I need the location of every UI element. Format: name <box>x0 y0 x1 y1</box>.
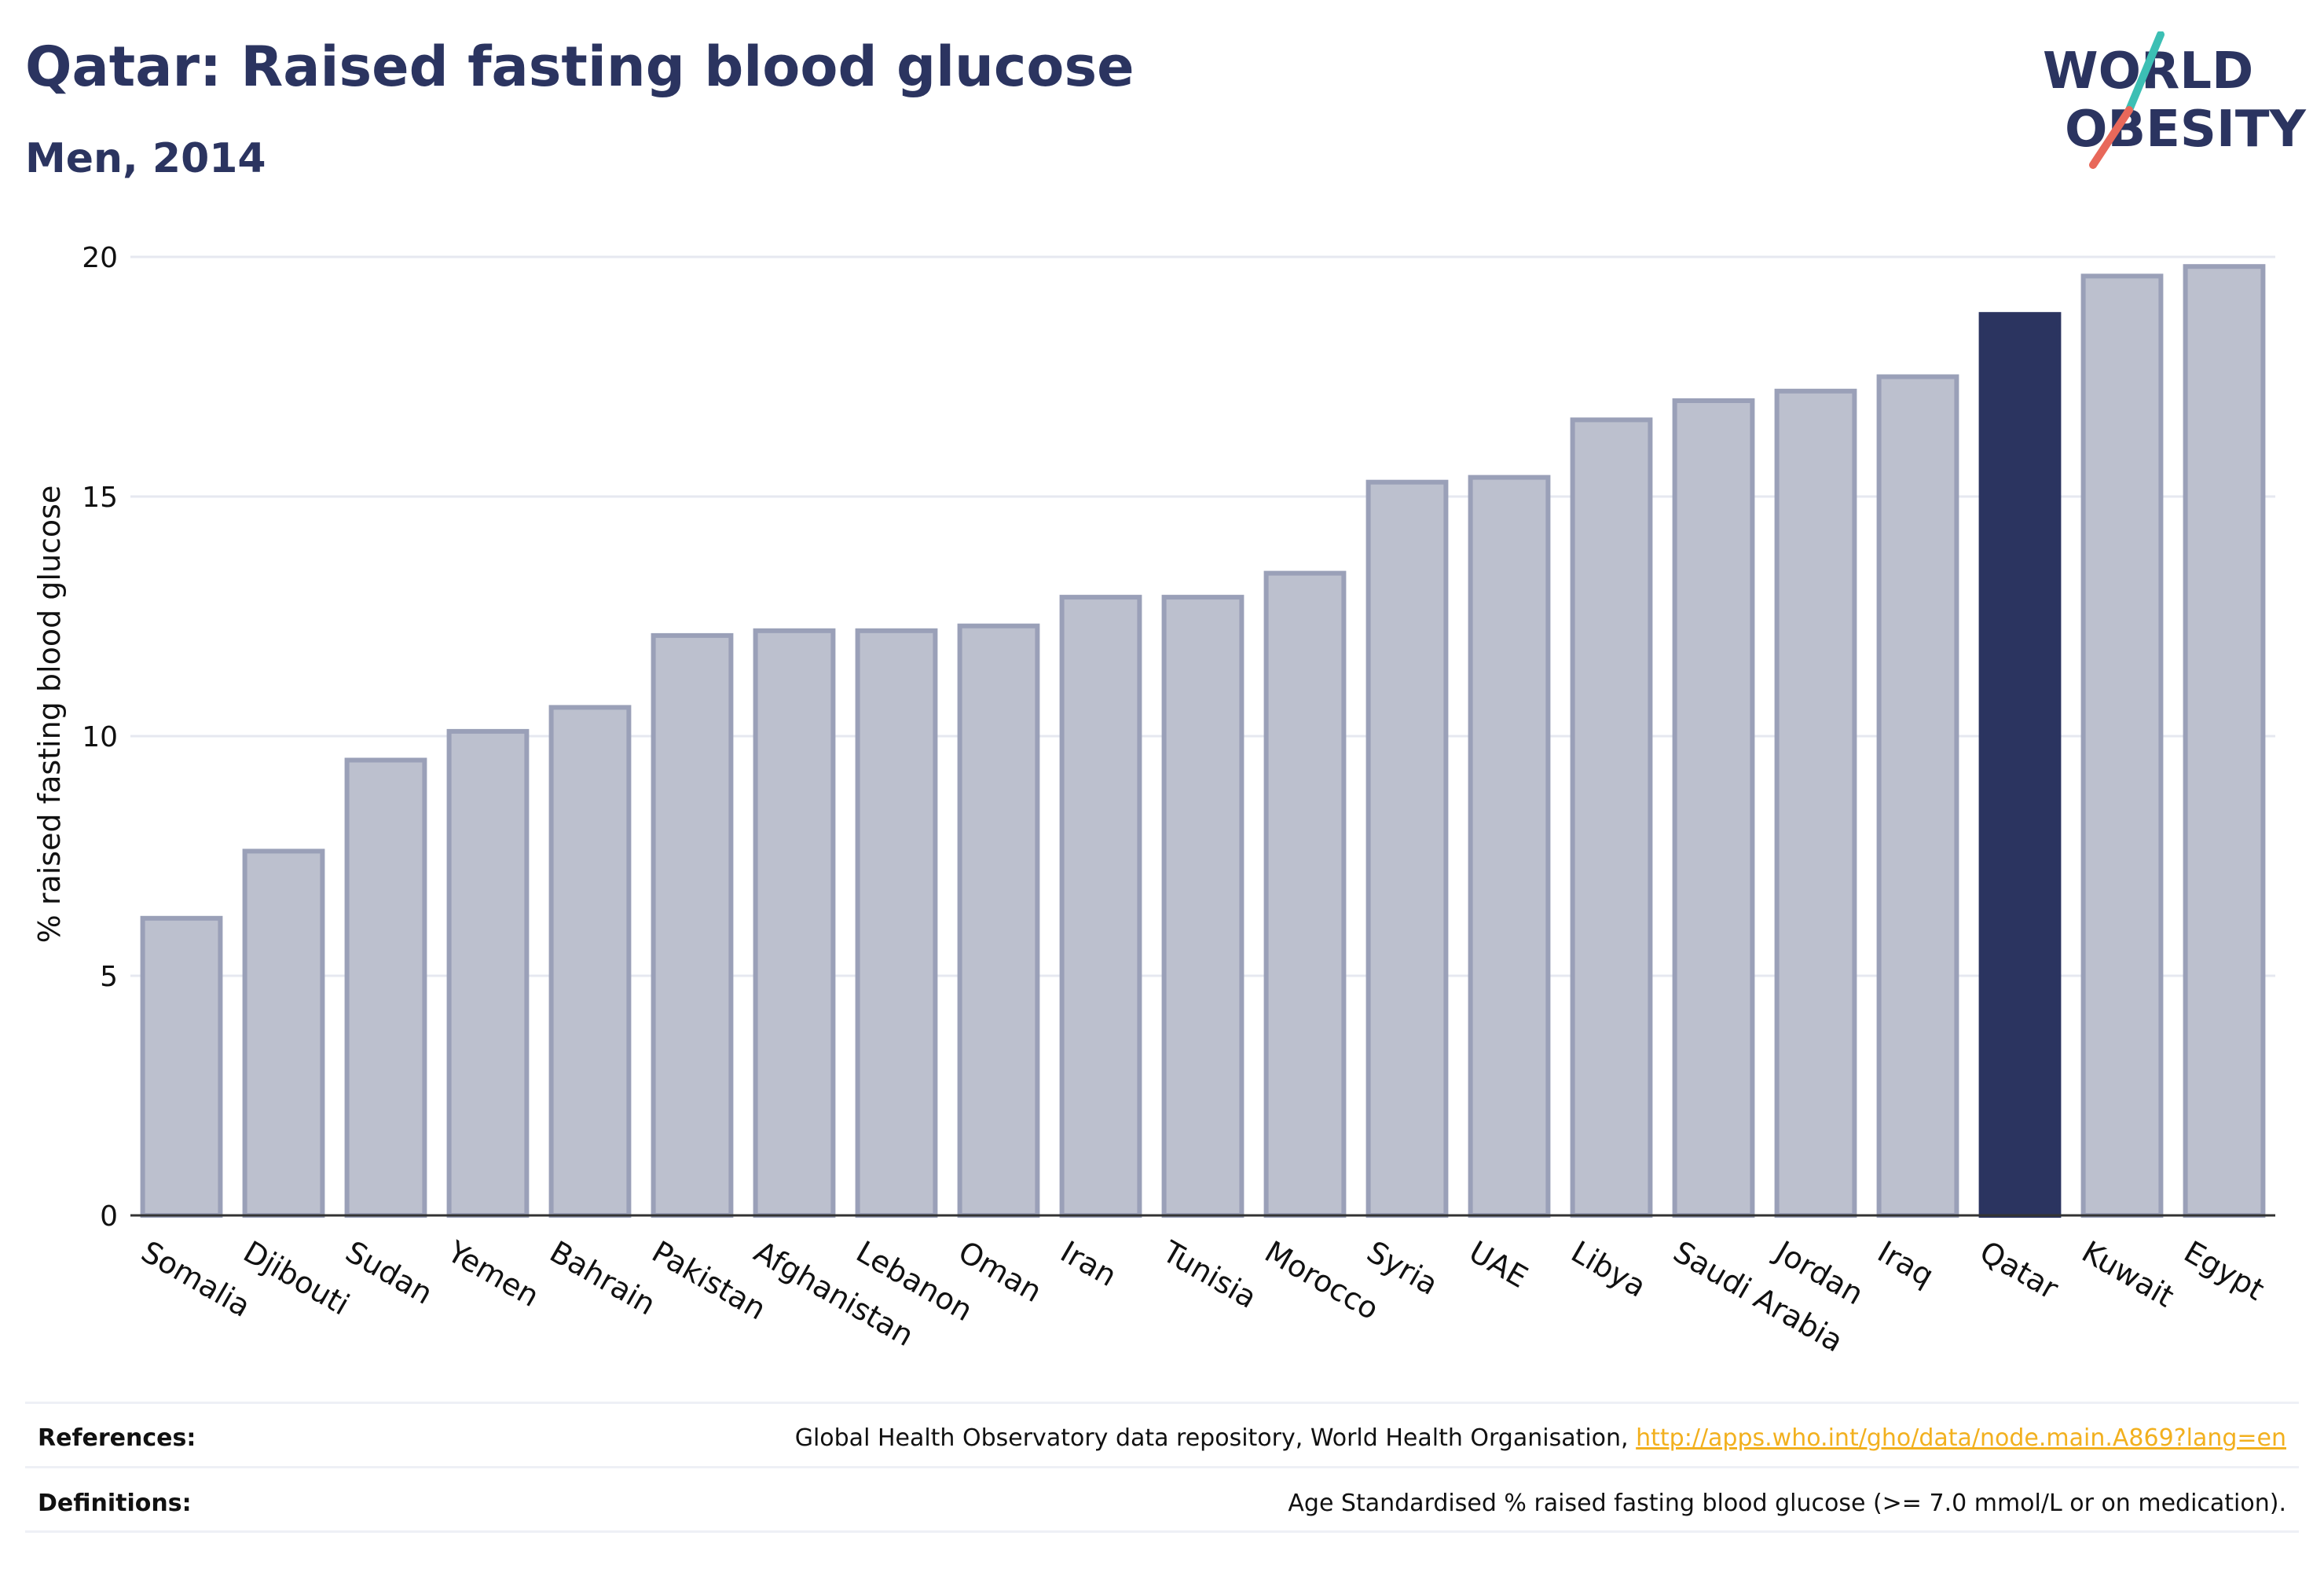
bar <box>1672 398 1755 1218</box>
x-tick-label: Saudi Arabia <box>1668 1234 1849 1359</box>
bars <box>140 264 2266 1219</box>
x-tick-label: Libya <box>1566 1234 1652 1304</box>
bar-highlighted <box>1978 312 2062 1219</box>
y-tick-label: 0 <box>100 1200 118 1233</box>
definitions-text: Age Standardised % raised fasting blood … <box>1288 1490 2286 1517</box>
bar <box>548 705 632 1218</box>
bar <box>651 632 734 1218</box>
bar <box>1774 388 1857 1218</box>
x-tick-label: Pakistan <box>647 1234 772 1327</box>
x-tick-label: Somalia <box>136 1234 257 1324</box>
bar <box>2183 264 2266 1219</box>
x-tick-label: Kuwait <box>2077 1234 2180 1314</box>
chart-title: Qatar: Raised fasting blood glucose <box>25 35 1135 99</box>
bar <box>957 623 1040 1218</box>
bar <box>140 915 223 1219</box>
world-obesity-logo: WORLD OBESITY <box>2043 31 2306 169</box>
x-tick-label: Qatar <box>1974 1234 2065 1307</box>
y-tick-label: 20 <box>82 242 118 274</box>
references-text: Global Health Observatory data repositor… <box>795 1424 2286 1452</box>
logo-slash-coral <box>2089 106 2133 169</box>
references-label: References: <box>38 1424 196 1452</box>
bar <box>1161 595 1244 1218</box>
bar <box>855 628 938 1218</box>
bar <box>1570 417 1653 1218</box>
footer-divider-top <box>25 1402 2299 1404</box>
x-tick-label: UAE <box>1464 1234 1534 1295</box>
bar <box>344 757 427 1218</box>
bar <box>1059 595 1142 1218</box>
x-tick-label: Sudan <box>340 1234 439 1311</box>
footer-divider-middle <box>25 1466 2299 1468</box>
x-tick-label: Yemen <box>442 1233 545 1314</box>
x-tick-label: Bahrain <box>544 1234 662 1322</box>
bar <box>753 628 836 1218</box>
bar <box>1365 479 1449 1218</box>
x-tick-label: Iran <box>1055 1234 1123 1293</box>
chart-subtitle: Men, 2014 <box>25 135 266 182</box>
bar <box>2080 273 2164 1218</box>
bar <box>1468 475 1551 1218</box>
y-tick-label: 15 <box>82 482 118 514</box>
footer-divider-bottom <box>25 1530 2299 1533</box>
x-tick-label: Djibouti <box>238 1234 356 1322</box>
x-tick-label: Morocco <box>1259 1234 1385 1327</box>
x-tick-label: Tunisia <box>1157 1233 1263 1315</box>
bar <box>1876 374 1959 1218</box>
bar <box>446 728 530 1218</box>
bar <box>242 848 325 1219</box>
y-tick-label: 5 <box>100 961 118 993</box>
y-tick-label: 10 <box>82 721 118 753</box>
x-tick-label: Iraq <box>1872 1234 1940 1293</box>
bar <box>1263 570 1347 1218</box>
x-tick-label: Egypt <box>2179 1234 2271 1307</box>
references-source: Global Health Observatory data repositor… <box>794 1424 1629 1452</box>
definitions-label: Definitions: <box>38 1490 192 1517</box>
logo-slash-teal <box>2125 31 2165 114</box>
y-axis-label: % raised fasting blood glucose <box>32 486 67 944</box>
references-link[interactable]: http://apps.who.int/gho/data/node.main.A… <box>1636 1424 2286 1452</box>
